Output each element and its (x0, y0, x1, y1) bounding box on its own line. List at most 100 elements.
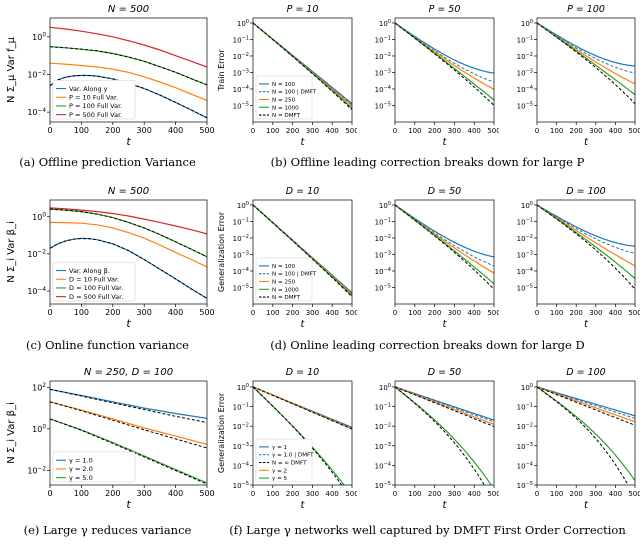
y-tick-label: 10−5 (517, 284, 533, 293)
chart-f3-gen-error-d100: 0 100 200 300 400 500 10−5 10−4 10−3 10−2 10−1 100 D… (517, 367, 640, 511)
y-tick-label: 100 (32, 425, 46, 434)
x-tick-label: 200 (105, 489, 120, 498)
y-tick-label: 10−2 (27, 70, 46, 79)
y-tick-label: 10−3 (233, 69, 249, 78)
y-tick-label: 10−4 (233, 267, 249, 276)
y-tick-label: 10−4 (375, 267, 391, 276)
y-axis-label: Generalization Error (217, 211, 226, 292)
legend-label: N = 250 (272, 279, 296, 285)
y-tick-label: 10−4 (375, 462, 391, 471)
x-tick-label: 0 (251, 127, 255, 135)
plot-area (537, 386, 635, 485)
legend-box (255, 438, 313, 483)
plot-area (395, 386, 494, 485)
legend-box (52, 451, 136, 483)
series-n-100 (395, 204, 494, 258)
y-tick-label: 100 (379, 19, 391, 28)
plot-frame (49, 17, 208, 123)
y-tick-label: 10−1 (375, 403, 391, 412)
y-tick-label: 10−2 (27, 250, 46, 259)
plot-frame (49, 199, 208, 305)
legend-label: γ = 2.0 (69, 465, 93, 473)
plot-area (253, 204, 352, 298)
x-tick-label: 0 (393, 127, 397, 135)
y-tick-label: 10−3 (233, 251, 249, 260)
x-tick-label: 500 (487, 490, 499, 498)
x-tick-label: 500 (628, 127, 640, 135)
y-tick-label: 10−5 (517, 102, 533, 111)
y-tick-label: 10−4 (517, 267, 533, 276)
series-p-500-full-var- (50, 26, 207, 68)
series-d-10-full-var- (50, 221, 207, 268)
chart-title: P = 100 (567, 4, 605, 15)
plot-frame (394, 199, 495, 305)
series-n-100 (537, 22, 635, 67)
series--1-0-dmft (50, 388, 207, 424)
series-n-dmft (537, 386, 629, 485)
y-tick-label: 100 (32, 213, 46, 222)
y-tick-label: 100 (237, 383, 249, 392)
y-axis-label: Train Error (217, 49, 226, 92)
plot-frame (394, 17, 495, 123)
legend-label: N = 1000 (272, 287, 299, 293)
x-tick-label: 300 (137, 308, 152, 317)
legend-label: N = ∞ DMFT (272, 460, 307, 466)
x-tick-label: 200 (286, 127, 299, 135)
y-tick-label: 10−5 (375, 481, 391, 490)
legend-label: N = 100 | DMFT (272, 90, 317, 96)
x-tick-label: 200 (428, 127, 441, 135)
x-tick-label: 100 (74, 126, 89, 135)
series-n-100-dmft (395, 204, 494, 267)
x-tick-label: 500 (199, 308, 214, 317)
legend-label: N = 250 (272, 97, 296, 103)
y-tick-label: 10−3 (375, 251, 391, 260)
x-tick-label: 200 (286, 490, 299, 498)
legend-label: γ = 5 (272, 476, 288, 482)
x-tick-label: 400 (609, 490, 622, 498)
y-tick-label: 100 (521, 201, 533, 210)
y-tick-label: 10−3 (375, 442, 391, 451)
x-axis-label: t (443, 319, 448, 330)
y-tick-label: 10−4 (517, 462, 533, 471)
chart-b2-train-error-p50: 0 100 200 300 400 500 10−5 10−4 10−3 10−2 10−1 100 P… (375, 4, 499, 148)
plot-frame (536, 380, 636, 486)
series-var-along-dmft (50, 237, 207, 299)
series-n-100 (395, 22, 494, 74)
y-tick-label: 10−5 (375, 102, 391, 111)
x-tick-label: 300 (137, 489, 152, 498)
legend-label: D = 100 Full Var. (69, 284, 123, 292)
chart-title: D = 50 (428, 186, 461, 197)
chart-b3-train-error-p100: 0 100 200 300 400 500 10−5 10−4 10−3 10−2 10−1 100 P… (517, 4, 640, 148)
x-tick-label: 200 (286, 309, 299, 317)
caption-d: (d) Online leading correction breaks dow… (270, 338, 585, 352)
x-tick-label: 200 (428, 309, 441, 317)
plot-frame (536, 199, 636, 305)
plot-area (50, 388, 207, 485)
legend-box (255, 257, 313, 302)
caption-c: (c) Online function variance (26, 338, 189, 352)
chart-title: P = 10 (287, 4, 319, 15)
x-tick-label: 200 (570, 127, 583, 135)
x-tick-label: 400 (609, 127, 622, 135)
x-tick-label: 500 (199, 126, 214, 135)
x-tick-label: 100 (266, 127, 279, 135)
x-axis-label: t (126, 135, 131, 148)
x-tick-label: 400 (168, 126, 183, 135)
x-tick-label: 0 (47, 126, 52, 135)
series-n-dmft (395, 204, 494, 290)
y-tick-label: 10−1 (375, 218, 391, 227)
series-n-100-dmft (537, 204, 635, 254)
y-tick-label: 100 (521, 383, 533, 392)
series-n-dmft (253, 22, 352, 111)
x-tick-label: 200 (570, 309, 583, 317)
chart-title: D = 50 (428, 367, 461, 378)
x-tick-label: 500 (199, 489, 214, 498)
y-tick-label: 10−2 (517, 422, 533, 431)
y-axis-label: N Σ_i Var β_i (6, 402, 17, 464)
x-tick-label: 400 (468, 490, 481, 498)
y-axis-label: N Σ_μ Var f_μ (6, 36, 17, 103)
plot-area (395, 204, 494, 290)
series-n-dmft (395, 22, 494, 106)
x-tick-label: 300 (306, 127, 319, 135)
